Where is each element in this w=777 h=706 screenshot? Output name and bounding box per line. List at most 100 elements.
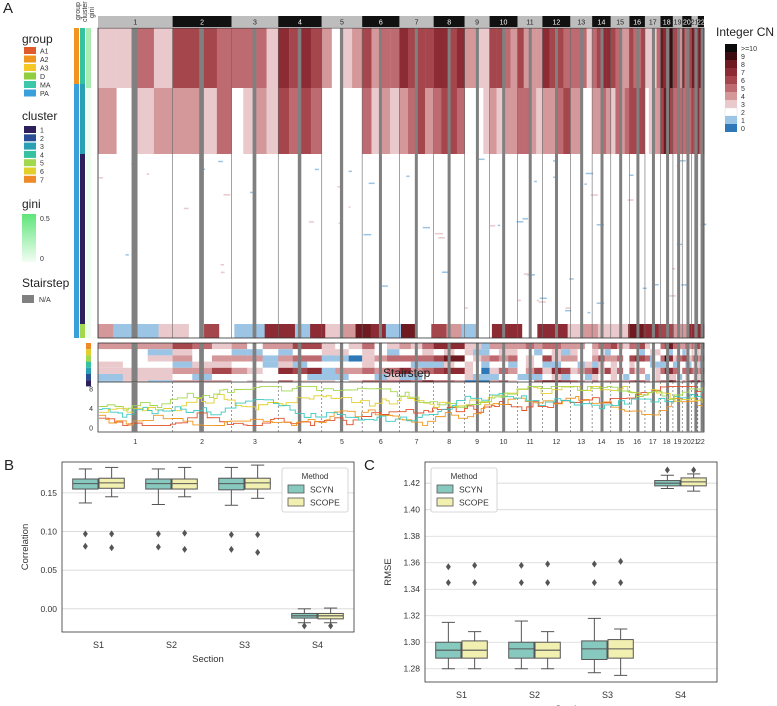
cn-block-cluster4 xyxy=(321,28,333,88)
chromosome-header-block-11 xyxy=(517,16,543,27)
group-swatch-A2 xyxy=(24,55,36,63)
summary-cn-cell xyxy=(584,343,593,350)
summary-cn-cell xyxy=(489,355,500,362)
stairstep-na-19 xyxy=(677,382,681,432)
cn-block-cluster3 xyxy=(135,88,155,154)
stairstep-xtick-6: 6 xyxy=(379,439,383,446)
cn-block-cluster4 xyxy=(549,28,557,88)
cn-legend-label-1: 1 xyxy=(741,118,745,125)
cn-block-cluster3 xyxy=(699,88,702,154)
summary-cn-cell xyxy=(348,361,363,368)
summary-cn-cell xyxy=(489,343,500,350)
cn-block-cluster4 xyxy=(517,28,524,88)
stairstep-xtick-22: 22 xyxy=(697,439,705,446)
cn-block-cluster3 xyxy=(441,88,450,154)
outlier-marker xyxy=(691,466,697,474)
summary-cn-cell xyxy=(655,361,661,368)
cn-block-cluster4 xyxy=(216,28,232,88)
summary-cn-cell xyxy=(660,349,665,356)
panel-label-a: A xyxy=(3,0,13,17)
summary-cn-cell xyxy=(433,349,445,356)
summary-cn-cell xyxy=(231,349,248,356)
centromere-bar-16 xyxy=(636,28,640,338)
summary-cn-cell xyxy=(422,367,434,374)
rmse-boxplot: 1.28 1.30 1.32 1.34 1.36 1.38 1.40 1.42 S1 S2 S3 S4… xyxy=(383,461,718,706)
summary-centromere-19 xyxy=(677,343,681,387)
chromosome-header-label-3: 3 xyxy=(253,20,257,27)
chromosome-header-block-19 xyxy=(672,16,683,27)
summary-cn-cell xyxy=(307,361,322,368)
chromosome-header-label-12: 12 xyxy=(552,20,560,27)
cn-block-cluster5 xyxy=(370,324,387,338)
cn-block-cluster5 xyxy=(537,324,553,338)
stairstep-na-7 xyxy=(414,382,418,432)
summary-cn-cell xyxy=(639,374,646,381)
summary-cn-cell xyxy=(668,361,674,368)
gini-legend-title: gini xyxy=(22,197,41,211)
summary-cn-cell xyxy=(639,361,646,368)
cn-noise-segment xyxy=(516,221,524,223)
cn-block-cluster4 xyxy=(449,28,458,88)
cn-block-cluster4 xyxy=(187,28,203,88)
x-tick-label-S3: S3 xyxy=(239,640,250,650)
cn-noise-segment xyxy=(668,295,676,297)
summary-cn-cell xyxy=(679,367,683,374)
summary-cn-cell xyxy=(655,355,661,362)
summary-cn-cell xyxy=(604,343,611,350)
summary-centromere-2 xyxy=(199,343,204,387)
heatmap-frame xyxy=(97,27,705,339)
summary-cn-cell xyxy=(655,343,661,350)
cn-block-cluster4 xyxy=(592,28,597,88)
cn-noise-segment xyxy=(125,254,129,256)
summary-cn-cell xyxy=(231,367,248,374)
cn-noise-segment xyxy=(596,223,604,226)
summary-cn-cell xyxy=(592,343,599,350)
stairstep-na-4 xyxy=(297,382,302,432)
summary-cn-cell xyxy=(211,361,232,368)
cn-noise-segment xyxy=(517,299,521,302)
cn-block-cluster3 xyxy=(310,88,322,154)
summary-cn-cell xyxy=(147,367,173,374)
cn-block-cluster4 xyxy=(629,28,634,88)
cn-noise-segment xyxy=(218,160,223,163)
summary-cn-cell xyxy=(211,349,232,356)
cn-block-cluster3 xyxy=(682,88,685,154)
cn-noise-segment xyxy=(569,278,574,280)
cn-block-cluster3 xyxy=(644,88,650,154)
summary-cn-cell xyxy=(639,367,646,374)
centromere-bar-14 xyxy=(600,28,604,338)
summary-cn-cell xyxy=(623,361,630,368)
summary-cluster-swatch xyxy=(86,349,91,356)
cn-legend-swatch-0 xyxy=(725,124,737,132)
outlier-marker xyxy=(518,561,524,569)
summary-cn-cell xyxy=(278,343,293,350)
cn-legend-swatch->=10 xyxy=(725,44,737,52)
summary-cn-cell xyxy=(454,361,465,368)
cn-block-cluster5 xyxy=(264,324,281,338)
summary-cn-cell xyxy=(688,367,692,374)
cn-noise-segment xyxy=(363,233,372,236)
cn-block-cluster3 xyxy=(641,88,646,154)
x-tick-label-S2: S2 xyxy=(166,640,177,650)
cn-legend-swatch-8 xyxy=(725,60,737,68)
y-axis-label: Correlation xyxy=(20,524,31,570)
cn-block-cluster3 xyxy=(606,88,611,154)
chromosome-header-block-1 xyxy=(98,16,173,27)
cn-block-cluster4 xyxy=(243,28,256,88)
summary-centromere-15 xyxy=(619,343,623,387)
summary-cn-cell xyxy=(629,367,635,374)
chromosome-header-block-18 xyxy=(660,16,673,27)
summary-cn-cell xyxy=(697,367,701,374)
cn-block-cluster4 xyxy=(523,28,531,88)
cn-legend-swatch-7 xyxy=(725,68,737,76)
cn-legend-title: Integer CN xyxy=(716,25,774,39)
cn-noise-segment xyxy=(672,267,676,270)
stairstep-na-1 xyxy=(131,382,138,432)
summary-cn-cell xyxy=(481,374,490,381)
cn-block-cluster3 xyxy=(570,88,577,154)
cn-block-cluster3 xyxy=(172,88,188,154)
summary-cn-cell xyxy=(534,355,543,362)
cn-block-cluster3 xyxy=(362,88,372,154)
stairstep-xtick-11: 11 xyxy=(526,439,533,446)
